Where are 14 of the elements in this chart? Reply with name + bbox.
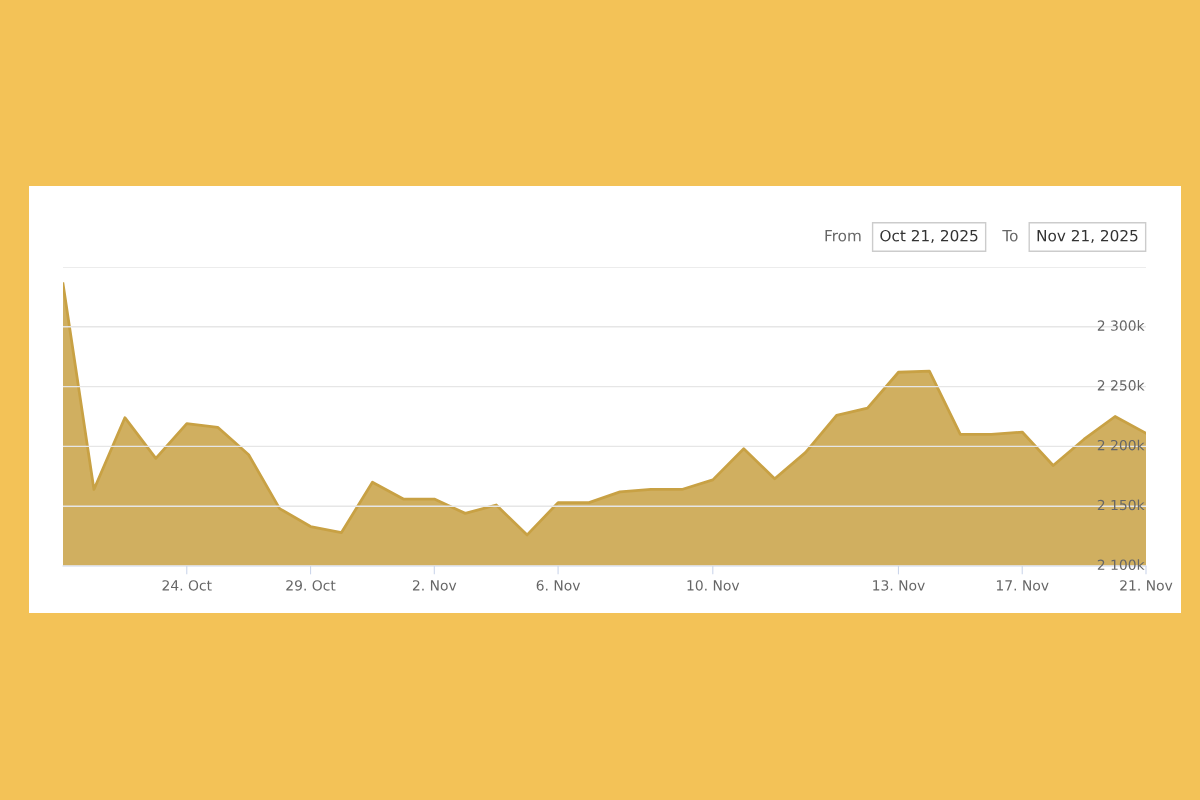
x-tick-label: 29. Oct (286, 580, 336, 591)
text: From (825, 230, 861, 242)
x-tick-label: 17. Nov (996, 580, 1049, 591)
x-tick-label: 13. Nov (873, 580, 925, 591)
x-tick-label: 24. Oct (162, 580, 212, 591)
text: Nov 21, 2025 (1037, 229, 1138, 243)
text: Oct 21, 2025 (880, 229, 978, 243)
x-tick-label: 2. Nov (412, 580, 457, 591)
x-tick-label: 21. Nov (1120, 580, 1173, 591)
y-tick-label: 2 250k (1097, 379, 1145, 391)
y-tick-label: 2 300k (1097, 320, 1145, 331)
x-tick-label: 6. Nov (536, 580, 581, 591)
x-tick-label: 10. Nov (687, 580, 740, 591)
text: To (1002, 230, 1018, 242)
